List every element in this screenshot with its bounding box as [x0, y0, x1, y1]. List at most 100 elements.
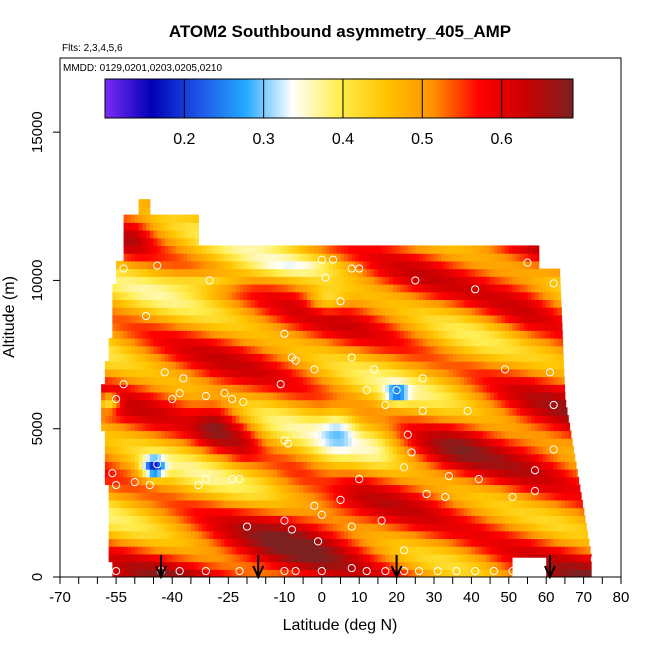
heat-cell — [426, 384, 431, 393]
heat-cell — [434, 322, 439, 331]
heat-cell — [568, 553, 573, 563]
heat-cell — [333, 499, 338, 509]
heat-cell — [523, 438, 529, 447]
heat-cell — [142, 337, 147, 347]
heat-cell — [557, 538, 562, 547]
heat-cell — [280, 438, 285, 447]
heat-cell — [329, 353, 334, 362]
heat-cell — [123, 399, 128, 408]
heat-cell — [131, 391, 136, 401]
heat-cell — [456, 368, 461, 378]
heat-cell — [134, 268, 140, 277]
heat-cell — [501, 530, 506, 540]
heat-cell — [217, 453, 222, 462]
heat-cell — [520, 515, 525, 524]
heat-cell — [213, 283, 218, 293]
heat-cell — [243, 569, 248, 577]
heat-cell — [228, 276, 233, 285]
heat-cell — [112, 322, 117, 331]
heat-cell — [523, 361, 529, 370]
heat-cell — [160, 384, 166, 393]
heat-cell — [467, 391, 472, 401]
heat-cell — [108, 361, 113, 370]
heat-cell — [490, 353, 495, 362]
heat-cell — [254, 415, 259, 424]
heat-cell — [325, 546, 330, 555]
heat-cell — [471, 368, 476, 378]
heat-cell — [224, 322, 229, 331]
heat-cell — [377, 430, 383, 439]
heat-cell — [523, 276, 529, 285]
heat-cell — [172, 368, 177, 378]
heat-cell — [310, 299, 315, 308]
heat-cell — [523, 430, 529, 439]
heat-cell — [374, 530, 379, 540]
heat-cell — [415, 499, 420, 509]
heat-cell — [434, 484, 439, 493]
heat-cell — [172, 476, 177, 486]
heat-cell — [516, 353, 521, 362]
heat-cell — [426, 546, 431, 555]
heat-cell — [235, 484, 241, 493]
heat-cell — [119, 499, 125, 509]
heat-cell — [452, 538, 458, 547]
heat-cell — [138, 322, 143, 331]
heat-cell — [134, 415, 140, 424]
heat-cell — [104, 368, 110, 378]
heat-cell — [549, 291, 555, 301]
heat-cell — [448, 283, 454, 293]
heat-cell — [400, 492, 405, 501]
heat-cell — [123, 330, 128, 339]
heat-cell — [486, 453, 491, 462]
flights-subtitle: Flts: 2,3,4,5,6 — [62, 43, 123, 54]
heat-cell — [243, 276, 248, 285]
heat-cell — [273, 438, 278, 447]
heat-cell — [202, 314, 207, 324]
heat-cell — [452, 553, 458, 563]
heat-cell — [224, 415, 229, 424]
heat-cell — [325, 515, 330, 524]
heat-cell — [490, 546, 495, 555]
heat-cell — [430, 407, 435, 416]
heat-cell — [407, 553, 413, 563]
heat-cell — [516, 283, 521, 293]
heat-cell — [434, 430, 439, 439]
heat-cell — [553, 453, 559, 462]
heat-cell — [190, 337, 196, 347]
heat-cell — [478, 507, 484, 516]
heat-cell — [381, 391, 386, 401]
heat-cell — [284, 276, 289, 285]
heat-cell — [280, 314, 285, 324]
heat-cell — [288, 530, 293, 540]
heat-cell — [303, 345, 308, 354]
heat-cell — [377, 291, 383, 301]
heat-cell — [437, 561, 443, 570]
heat-cell — [389, 430, 394, 439]
heat-cell — [269, 345, 274, 354]
heat-cell — [336, 561, 342, 570]
heat-cell — [325, 453, 330, 462]
heat-cell — [452, 291, 458, 301]
heat-cell — [134, 430, 140, 439]
heat-cell — [232, 553, 237, 563]
heat-cell — [160, 337, 166, 347]
heat-cell — [497, 415, 502, 424]
heat-cell — [232, 322, 237, 331]
heat-cell — [213, 461, 218, 470]
heat-cell — [198, 391, 203, 401]
heat-cell — [119, 515, 125, 524]
heat-cell — [239, 561, 244, 570]
heat-cell — [456, 276, 461, 285]
heat-cell — [239, 507, 244, 516]
heat-cell — [198, 438, 203, 447]
heat-cell — [377, 530, 383, 540]
heat-cell — [157, 299, 162, 308]
heat-cell — [370, 438, 375, 447]
heat-cell — [374, 561, 379, 570]
heat-cell — [220, 538, 226, 547]
heat-cell — [153, 430, 158, 439]
heat-cell — [362, 492, 368, 501]
heat-cell — [344, 307, 349, 316]
heat-cell — [374, 415, 379, 424]
heat-cell — [153, 507, 158, 516]
